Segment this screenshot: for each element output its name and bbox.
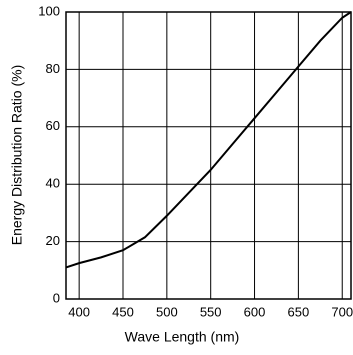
y-tick-label: 100 [38, 3, 60, 18]
y-tick-label: 60 [46, 118, 60, 133]
y-tick-label: 0 [53, 290, 60, 305]
y-tick-label: 40 [46, 176, 60, 191]
y-tick-label: 80 [46, 61, 60, 76]
x-tick-label: 400 [68, 304, 90, 319]
line [65, 11, 352, 269]
x-tick-label: 700 [331, 304, 353, 319]
y-tick-label: 20 [46, 233, 60, 248]
plot-frame [65, 11, 352, 300]
y-axis-label: Energy Distribution Ratio (%) [9, 65, 25, 246]
x-tick-label: 550 [200, 304, 222, 319]
x-axis-label: Wave Length (nm) [125, 329, 240, 345]
x-tick-label: 650 [288, 304, 310, 319]
x-tick-label: 450 [112, 304, 134, 319]
x-tick-label: 600 [244, 304, 266, 319]
x-tick-label: 500 [156, 304, 178, 319]
